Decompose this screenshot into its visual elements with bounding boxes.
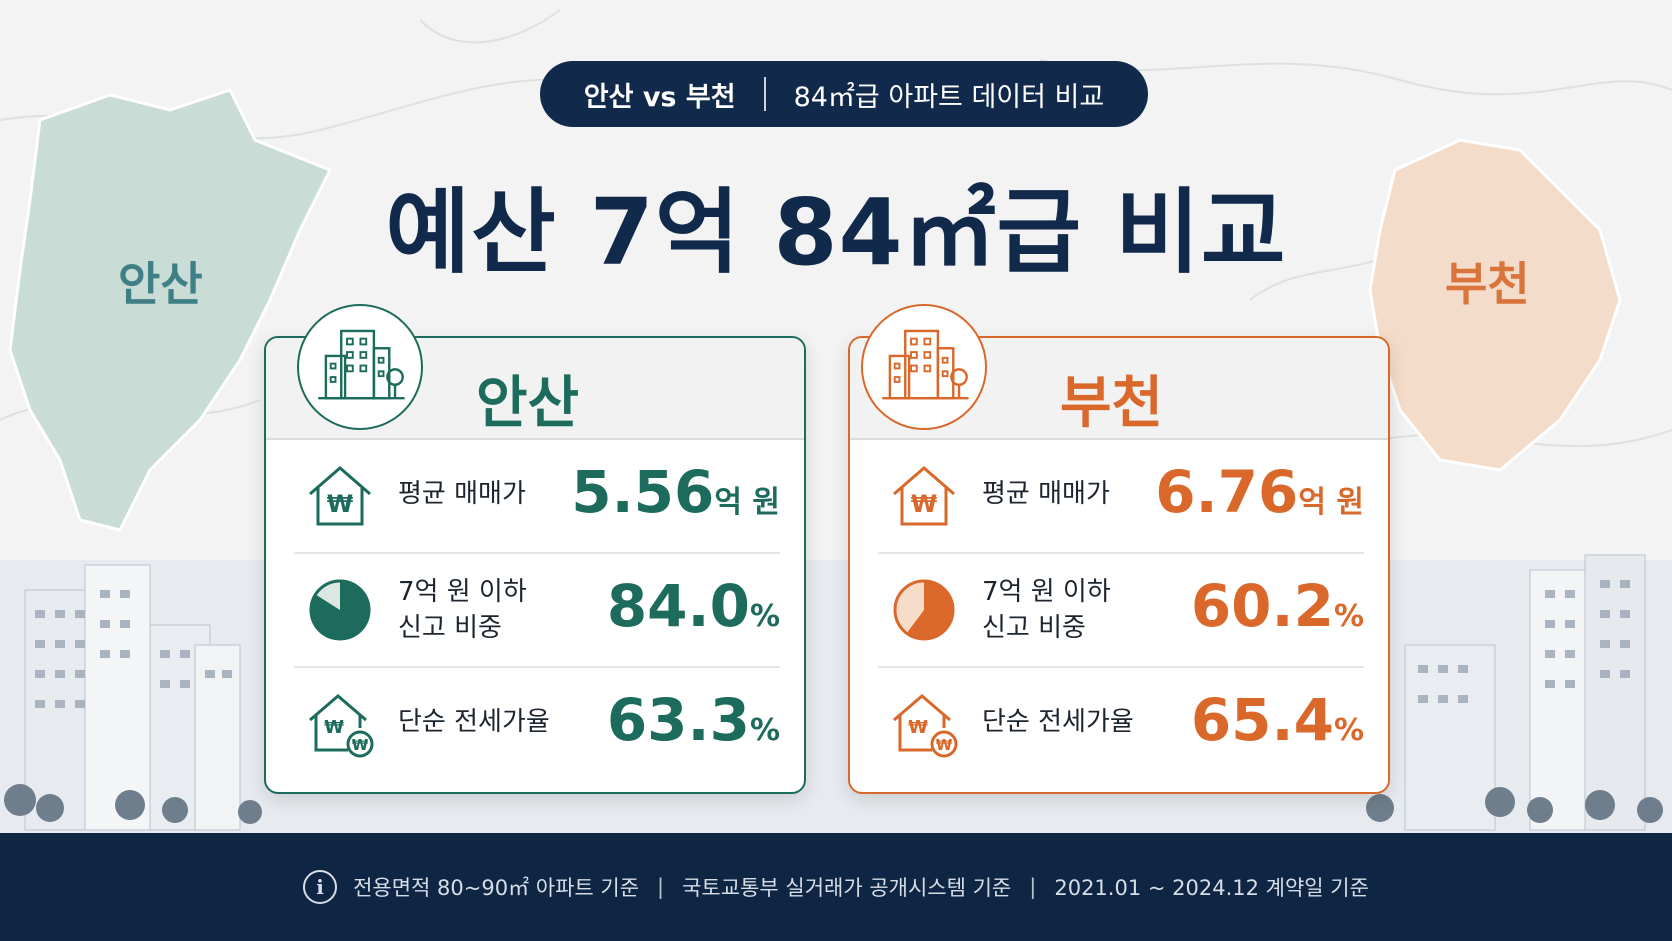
house-won-icon: ₩ (309, 466, 371, 526)
ansan-region (8, 88, 333, 532)
row-value: 63.3% (606, 686, 780, 754)
pill-subtitle: 84㎡급 아파트 데이터 비교 (793, 81, 1105, 113)
footer-note-source: 국토교통부 실거래가 공개시스템 기준 (682, 876, 1012, 900)
footer-divider: | (1029, 875, 1037, 899)
bucheon-building-badge (861, 304, 987, 430)
footer-notes: i 전용면적 80~90㎡ 아파트 기준 | 국토교통부 실거래가 공개시스템 … (0, 833, 1672, 941)
row-label: 평균 매매가 (982, 479, 1110, 509)
map-label-ansan: 안산 (118, 257, 203, 311)
pill-title: 안산 vs 부천 (583, 81, 736, 113)
row-label: 단순 전세가율 (982, 707, 1134, 737)
row-value: 6.76억 원 (1155, 458, 1364, 526)
house-won-icon: ₩ (893, 466, 955, 526)
svg-text:₩: ₩ (936, 736, 953, 754)
row-jeonse-ratio: ₩ ₩ 단순 전세가율 65.4% (878, 666, 1364, 780)
row-avg-price: ₩ 평균 매매가 6.76억 원 (878, 438, 1364, 554)
building-icon (882, 329, 969, 400)
row-share-under-7: 7억 원 이하 신고 비중 60.2% (878, 552, 1364, 668)
row-label: 단순 전세가율 (398, 707, 550, 737)
footer-note-area: 전용면적 80~90㎡ 아파트 기준 (353, 876, 640, 900)
row-value: 84.0% (606, 572, 780, 640)
svg-text:₩: ₩ (908, 717, 928, 738)
svg-text:₩: ₩ (327, 490, 354, 518)
card-city-name: 안산 (476, 371, 580, 436)
headline: 예산 7억 84㎡급 비교 (385, 179, 1287, 286)
footer-note-period: 2021.01 ~ 2024.12 계약일 기준 (1054, 876, 1369, 900)
row-value: 60.2% (1190, 572, 1364, 640)
map-label-bucheon: 부천 (1445, 257, 1530, 311)
row-label: 7억 원 이하 신고 비중 (398, 577, 527, 643)
row-label: 평균 매매가 (398, 479, 526, 509)
row-value: 5.56억 원 (571, 458, 780, 526)
bucheon-region (1368, 138, 1622, 472)
title-pill: 안산 vs 부천 84㎡급 아파트 데이터 비교 (540, 61, 1148, 127)
pie-chart-icon (893, 579, 955, 641)
pie-chart-icon (309, 579, 371, 641)
svg-text:₩: ₩ (324, 717, 344, 738)
footer-divider: | (657, 875, 665, 899)
house-won-coin-icon: ₩ ₩ (893, 694, 958, 758)
card-city-name: 부천 (1060, 371, 1164, 436)
pill-divider (763, 77, 766, 111)
svg-text:₩: ₩ (352, 736, 369, 754)
left-skyline (4, 564, 262, 831)
row-avg-price: ₩ 평균 매매가 5.56억 원 (294, 438, 780, 554)
svg-text:₩: ₩ (911, 490, 938, 518)
info-icon: i (303, 870, 338, 904)
row-jeonse-ratio: ₩ ₩ 단순 전세가율 63.3% (294, 666, 780, 780)
right-skyline (1366, 554, 1663, 831)
ansan-building-badge (297, 304, 423, 430)
row-share-under-7: 7억 원 이하 신고 비중 84.0% (294, 552, 780, 668)
row-label: 7억 원 이하 신고 비중 (982, 577, 1111, 643)
building-icon (318, 329, 405, 400)
house-won-coin-icon: ₩ ₩ (309, 694, 374, 758)
row-value: 65.4% (1190, 686, 1364, 754)
